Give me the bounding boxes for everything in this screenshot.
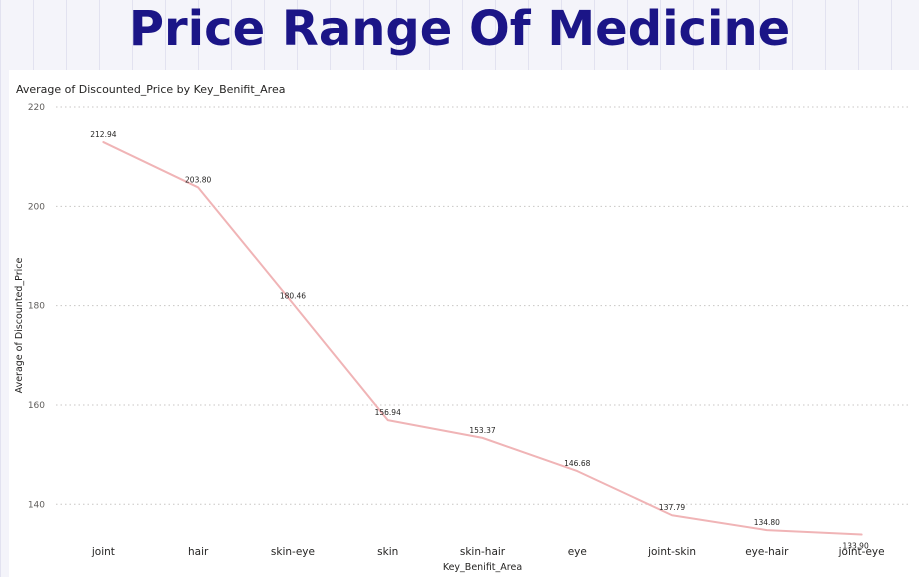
y-tick-label: 160 <box>28 401 45 411</box>
y-axis-ticks: 140 160 180 200 220 <box>28 103 45 510</box>
data-label-joint-eye: 133.90 <box>842 542 868 551</box>
data-labels: 212.94 203.80 180.46 156.94 153.37 146.68 137.… <box>90 130 869 551</box>
line-chart: 140 160 180 200 220 joint hair skin-eye skin ski… <box>14 103 909 573</box>
x-tick-label-eye: eye <box>568 546 587 558</box>
y-axis-title: Average of Discounted_Price <box>14 257 25 393</box>
data-label-joint-skin: 137.79 <box>659 503 685 512</box>
x-tick-label-eye-hair: eye-hair <box>745 546 789 558</box>
data-label-eye: 146.68 <box>564 459 590 468</box>
series-lines <box>102 141 863 536</box>
grid-lines <box>56 106 909 505</box>
y-tick-label: 220 <box>28 103 45 113</box>
data-label-skin-eye: 180.46 <box>280 291 306 300</box>
chart-title: Average of Discounted_Price by Key_Benif… <box>16 83 286 96</box>
x-tick-label-hair: hair <box>188 546 209 558</box>
x-tick-label-skin: skin <box>377 546 398 558</box>
x-tick-label-joint: joint <box>91 546 115 558</box>
y-tick-label: 180 <box>28 302 45 312</box>
series-line <box>102 141 863 536</box>
page-title: Price Range Of Medicine <box>128 1 791 57</box>
chart-panel: Average of Discounted_Price by Key_Benif… <box>9 70 919 577</box>
x-tick-label-skin-eye: skin-eye <box>271 546 315 558</box>
data-label-hair: 203.80 <box>185 175 211 184</box>
y-tick-label: 140 <box>28 500 45 510</box>
x-tick-label-joint-eye: joint-eye <box>838 546 885 558</box>
data-label-skin: 156.94 <box>375 408 401 417</box>
data-label-eye-hair: 134.80 <box>754 518 780 527</box>
data-label-skin-hair: 153.37 <box>469 426 495 435</box>
x-tick-label-skin-hair: skin-hair <box>460 546 506 558</box>
y-tick-label: 200 <box>28 202 45 212</box>
x-axis-title: Key_Benifit_Area <box>443 562 522 573</box>
x-tick-label-joint-skin: joint-skin <box>647 546 696 558</box>
x-axis-ticks: joint hair skin-eye skin skin-hair eye joint-s… <box>91 546 885 558</box>
data-label-joint: 212.94 <box>90 130 116 139</box>
